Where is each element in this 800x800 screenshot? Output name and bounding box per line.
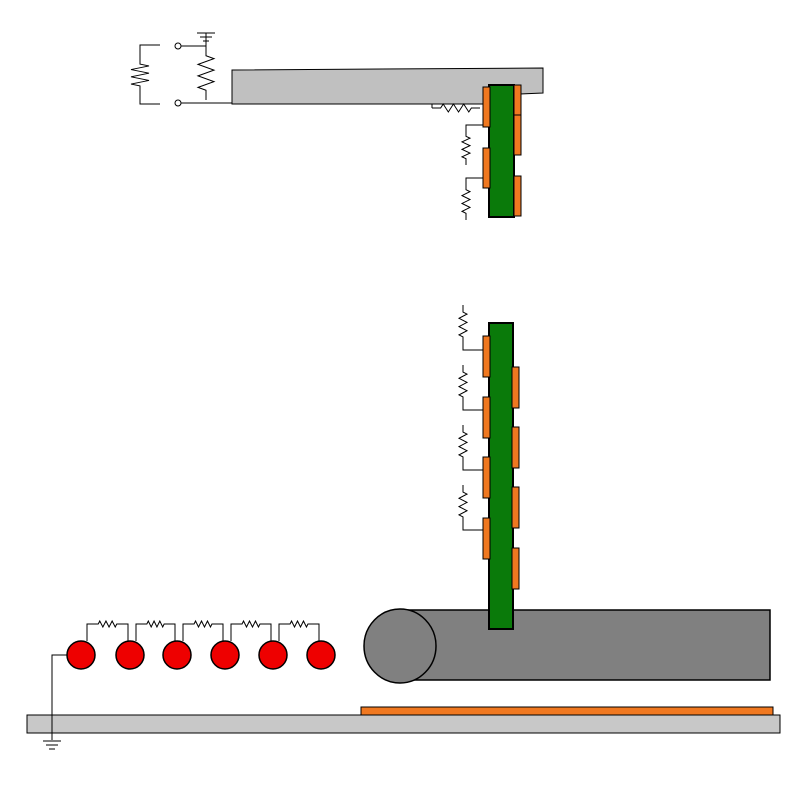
ground-icon	[43, 740, 61, 750]
led-icon	[66, 640, 96, 670]
wire	[51, 654, 67, 740]
contact-pad	[482, 147, 491, 189]
contact-pad	[482, 396, 491, 439]
led-icon	[258, 640, 288, 670]
wire	[265, 623, 272, 641]
terminal-icon	[174, 99, 182, 107]
resistor	[189, 619, 217, 629]
resistor	[93, 619, 122, 629]
resistor	[460, 183, 472, 220]
resistor	[457, 485, 469, 524]
led-icon	[115, 640, 145, 670]
wire	[278, 623, 285, 641]
led-icon	[210, 640, 240, 670]
wire	[462, 464, 483, 471]
cylinder-end	[363, 608, 437, 684]
contact-pad	[511, 486, 520, 529]
wire	[462, 524, 483, 531]
wire	[169, 623, 176, 641]
contact-pad	[482, 517, 491, 560]
contact-pad	[513, 175, 522, 217]
contact-pad	[482, 86, 491, 128]
resistor	[460, 130, 472, 165]
wire	[86, 623, 93, 641]
led-icon	[306, 640, 336, 670]
resistor	[130, 58, 150, 92]
resistor	[457, 365, 469, 404]
contact-pad	[511, 366, 520, 409]
resistor	[285, 619, 313, 629]
led-icon	[162, 640, 192, 670]
resistor	[432, 103, 480, 113]
ground-icon	[197, 32, 215, 42]
resistor	[237, 619, 265, 629]
wire	[465, 177, 483, 183]
wire	[313, 623, 320, 641]
wire	[462, 404, 483, 411]
contact-pad	[511, 547, 520, 590]
wire	[462, 344, 483, 351]
resistor	[142, 619, 169, 629]
contact-pad	[511, 426, 520, 469]
wire	[139, 44, 160, 58]
wire	[230, 623, 237, 641]
wire	[465, 124, 483, 130]
base-plate	[26, 714, 781, 734]
probe-board	[488, 84, 515, 218]
contact-pad	[482, 456, 491, 499]
wire	[139, 92, 160, 105]
wire	[135, 623, 142, 641]
resistor	[196, 46, 216, 100]
resistor	[457, 425, 469, 464]
wire	[182, 623, 189, 641]
contact-pad	[513, 114, 522, 156]
contact-pad	[482, 335, 491, 378]
wire	[217, 623, 224, 641]
wire	[122, 623, 129, 641]
probe-board	[488, 322, 514, 630]
top-assembly	[130, 32, 544, 220]
resistor	[457, 305, 469, 344]
terminal-icon	[174, 42, 182, 50]
cylinder	[399, 609, 771, 681]
bottom-assembly	[26, 305, 781, 750]
contact-strip	[360, 706, 774, 716]
